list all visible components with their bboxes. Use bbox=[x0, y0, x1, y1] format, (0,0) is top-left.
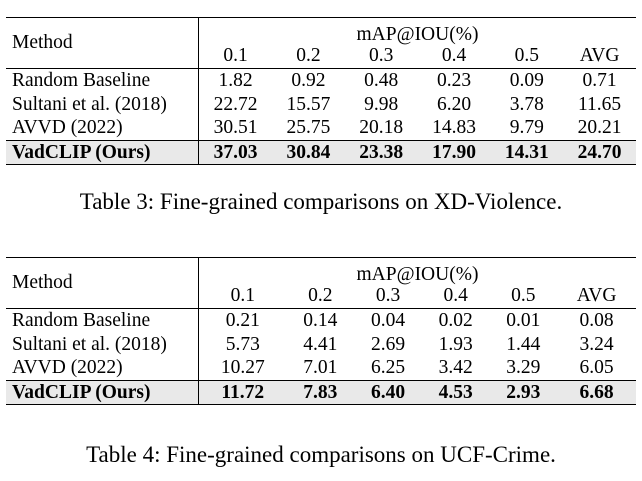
value-cell: 1.93 bbox=[438, 333, 473, 355]
value-cell: 0.23 bbox=[417, 68, 491, 93]
value-cell: 0.02 bbox=[421, 308, 490, 333]
method-cell: AVVD (2022) bbox=[6, 116, 199, 140]
table-3: Method mAP@IOU(%) 0.1 0.2 0.3 0.4 0.5 AV… bbox=[6, 17, 636, 165]
method-cell: Random Baseline bbox=[6, 68, 199, 93]
value-cell: 14.83 bbox=[432, 117, 476, 138]
column-header: 0.3 bbox=[369, 45, 394, 67]
value-cell: 3.42 bbox=[438, 357, 473, 378]
value-cell: 0.21 bbox=[198, 308, 287, 333]
table-row: Sultani et al. (2018) 5.73 4.41 2.69 1.93 1.4… bbox=[6, 332, 636, 356]
metric-group-header: mAP@IOU(%) bbox=[198, 257, 636, 284]
value-cell: 0.01 bbox=[489, 308, 558, 333]
table-row: AVVD (2022) 30.51 25.75 20.18 14.83 9.79 20.21 bbox=[6, 116, 636, 140]
method-cell: AVVD (2022) bbox=[6, 356, 199, 380]
column-header: AVG bbox=[579, 45, 620, 67]
table-3-grid: Method mAP@IOU(%) 0.1 0.2 0.3 0.4 0.5 AV… bbox=[6, 17, 636, 165]
value-cell: 10.27 bbox=[220, 357, 265, 378]
value-cell: 14.31 bbox=[490, 139, 564, 165]
table-row: AVVD (2022) 10.27 7.01 6.25 3.42 3.29 6.05 bbox=[6, 356, 636, 380]
value-cell: 2.69 bbox=[370, 333, 406, 355]
value-cell: 20.18 bbox=[359, 117, 404, 138]
value-cell: 17.90 bbox=[417, 139, 491, 165]
value-cell: 3.29 bbox=[506, 357, 541, 378]
method-cell: Sultani et al. (2018) bbox=[6, 92, 199, 116]
method-header: Method bbox=[6, 257, 199, 309]
value-cell: 4.53 bbox=[421, 379, 490, 405]
method-cell: VadCLIP (Ours) bbox=[6, 379, 199, 405]
value-cell: 2.93 bbox=[489, 379, 558, 405]
value-cell: 7.01 bbox=[303, 357, 338, 378]
value-cell: 0.14 bbox=[286, 308, 355, 333]
column-header: 0.5 bbox=[511, 285, 536, 307]
value-cell: 5.73 bbox=[225, 333, 260, 355]
column-header: 0.3 bbox=[375, 285, 401, 307]
value-cell: 0.71 bbox=[563, 68, 636, 93]
value-cell: 20.21 bbox=[577, 117, 622, 138]
value-cell: 6.68 bbox=[557, 379, 636, 405]
value-cell: 1.44 bbox=[506, 333, 541, 355]
value-cell: 1.82 bbox=[198, 68, 273, 93]
column-header: 0.1 bbox=[230, 285, 255, 307]
table-4-caption: Table 4: Fine-grained comparisons on UCF… bbox=[86, 442, 556, 467]
table-row: Sultani et al. (2018) 22.72 15.57 9.98 6.20 3… bbox=[6, 92, 636, 116]
column-header: 0.4 bbox=[443, 285, 468, 307]
value-cell: 11.72 bbox=[198, 379, 287, 405]
value-cell: 7.83 bbox=[286, 379, 355, 405]
value-cell: 3.24 bbox=[579, 333, 614, 355]
column-header: 0.4 bbox=[441, 45, 467, 67]
column-header: 0.2 bbox=[308, 285, 333, 307]
value-cell: 25.75 bbox=[286, 117, 331, 138]
column-header: 0.5 bbox=[514, 45, 539, 67]
table-row: VadCLIP (Ours) 37.03 30.84 23.38 17.90 14.31 2… bbox=[6, 139, 636, 165]
table-row: VadCLIP (Ours) 11.72 7.83 6.40 4.53 2.93 6.68 bbox=[6, 379, 636, 405]
value-cell: 22.72 bbox=[213, 93, 258, 115]
method-cell: Random Baseline bbox=[6, 308, 199, 333]
column-header: 0.2 bbox=[296, 45, 321, 67]
table-4-grid: Method mAP@IOU(%) 0.1 0.2 0.3 0.4 0.5 AV… bbox=[6, 257, 636, 405]
value-cell: 0.04 bbox=[354, 308, 422, 333]
value-cell: 6.40 bbox=[354, 379, 422, 405]
value-cell: 4.41 bbox=[303, 333, 338, 355]
value-cell: 0.09 bbox=[490, 68, 564, 93]
table-row: Random Baseline 1.82 0.92 0.48 0.23 0.09 0.71 bbox=[6, 68, 636, 93]
value-cell: 0.48 bbox=[344, 68, 418, 93]
table-4: Method mAP@IOU(%) 0.1 0.2 0.3 0.4 0.5 AV… bbox=[6, 257, 636, 405]
column-header: 0.1 bbox=[223, 45, 248, 67]
value-cell: 11.65 bbox=[578, 93, 622, 115]
metric-group-header: mAP@IOU(%) bbox=[198, 17, 636, 44]
value-cell: 30.51 bbox=[213, 117, 258, 138]
value-cell: 37.03 bbox=[198, 139, 273, 165]
value-cell: 23.38 bbox=[344, 139, 418, 165]
value-cell: 6.20 bbox=[436, 93, 472, 115]
method-header: Method bbox=[6, 17, 199, 69]
column-header: AVG bbox=[576, 285, 617, 307]
value-cell: 30.84 bbox=[272, 139, 345, 165]
value-cell: 3.78 bbox=[509, 93, 544, 115]
value-cell: 15.57 bbox=[286, 93, 331, 115]
value-cell: 6.25 bbox=[370, 357, 406, 378]
value-cell: 0.08 bbox=[557, 308, 636, 333]
method-cell: Sultani et al. (2018) bbox=[6, 332, 199, 356]
value-cell: 6.05 bbox=[579, 357, 614, 378]
method-cell: VadCLIP (Ours) bbox=[6, 139, 199, 165]
table-3-caption: Table 3: Fine-grained comparisons on XD-… bbox=[79, 189, 563, 214]
value-cell: 24.70 bbox=[563, 139, 636, 165]
value-cell: 9.79 bbox=[509, 117, 544, 138]
value-cell: 9.98 bbox=[364, 93, 399, 115]
table-row: Random Baseline 0.21 0.14 0.04 0.02 0.01 0.08 bbox=[6, 308, 636, 333]
value-cell: 0.92 bbox=[272, 68, 345, 93]
